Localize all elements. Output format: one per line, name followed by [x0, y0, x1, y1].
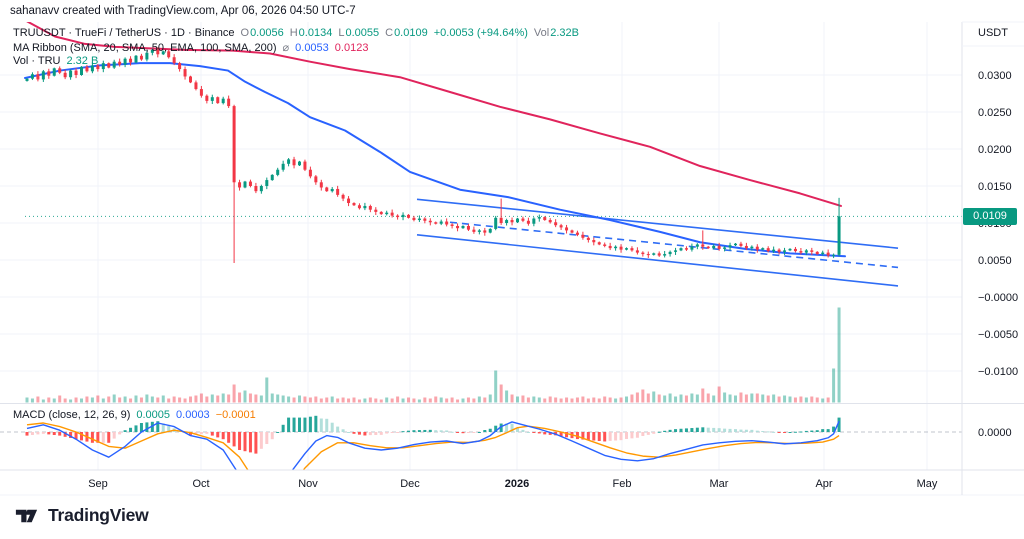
svg-text:2026: 2026: [505, 478, 529, 490]
price-tick-label: −0.0000: [978, 292, 1018, 304]
volume-legend-row[interactable]: Vol · TRU 2.32 B: [13, 55, 98, 67]
volume-value: Vol 2.32B: [533, 27, 579, 39]
price-tick-label: 0.0200: [978, 144, 1012, 156]
ma-ribbon-avg-red: 0.0123: [334, 42, 369, 54]
price-tick-label: 0.0250: [978, 107, 1012, 119]
macd-line-value: 0.0003: [176, 409, 210, 421]
last-price-badge: 0.0109: [963, 207, 1017, 225]
grid-lines: [0, 22, 962, 470]
svg-text:May: May: [917, 478, 938, 490]
svg-text:Dec: Dec: [400, 478, 420, 490]
macd-legend-row[interactable]: MACD (close, 12, 26, 9) 0.0005 0.0003 −0…: [13, 409, 256, 421]
volume-title[interactable]: Vol · TRU: [13, 55, 61, 67]
macd-title[interactable]: MACD (close, 12, 26, 9): [13, 409, 131, 421]
ma-ribbon-legend-row[interactable]: MA Ribbon (SMA, 20, SMA, 50, EMA, 100, S…: [13, 41, 368, 54]
price-axis-currency-label: USDT: [978, 27, 1008, 39]
tradingview-logo[interactable]: TradingView: [13, 502, 149, 529]
tradingview-logo-text[interactable]: TradingView: [48, 505, 149, 525]
symbol-title[interactable]: TRUUSDT · TrueFi / TetherUS · 1D · Binan…: [13, 27, 235, 39]
candles: [25, 47, 841, 263]
svg-text:Apr: Apr: [815, 478, 832, 490]
high-value: H 0.0134: [289, 27, 333, 39]
ma-ribbon-title[interactable]: MA Ribbon (SMA, 20, SMA, 50, EMA, 100, S…: [13, 42, 277, 54]
price-tick-label: 0.0150: [978, 181, 1012, 193]
price-tick-label: 0.0300: [978, 70, 1012, 82]
watermark-text: sahanavv created with TradingView.com, A…: [10, 5, 356, 17]
ma-lines: [24, 22, 846, 258]
close-value: C 0.0109: [385, 27, 428, 39]
price-tick-label: 0.0050: [978, 255, 1012, 267]
svg-text:Nov: Nov: [298, 478, 318, 490]
price-tick-label: −0.0050: [978, 329, 1018, 341]
tradingview-logo-icon: [15, 509, 38, 523]
svg-text:Mar: Mar: [710, 478, 729, 490]
low-value: L 0.0055: [338, 27, 380, 39]
open-value: O 0.0056: [240, 27, 284, 39]
macd-hist-value: 0.0005: [136, 409, 171, 421]
svg-text:Sep: Sep: [88, 478, 108, 490]
average-symbol: ⌀: [282, 42, 290, 54]
svg-text:Oct: Oct: [192, 478, 209, 490]
macd-lines: [26, 420, 840, 470]
change-value: +0.0053 (+94.64%): [433, 27, 528, 39]
ma-ribbon-avg-blue: 0.0053: [295, 42, 329, 54]
macd-histogram: [25, 415, 841, 454]
separators: [0, 21, 1024, 496]
macd-signal-value: −0.0001: [215, 409, 256, 421]
volume-bars: [25, 307, 841, 403]
symbol-legend-row[interactable]: TRUUSDT · TrueFi / TetherUS · 1D · Binan…: [13, 27, 579, 39]
volume-legend-value: 2.32 B: [66, 55, 99, 67]
price-tick-label: −0.0100: [978, 366, 1018, 378]
svg-text:0.0000: 0.0000: [978, 427, 1012, 439]
svg-text:Feb: Feb: [613, 478, 632, 490]
trend-channel: [416, 198, 899, 287]
